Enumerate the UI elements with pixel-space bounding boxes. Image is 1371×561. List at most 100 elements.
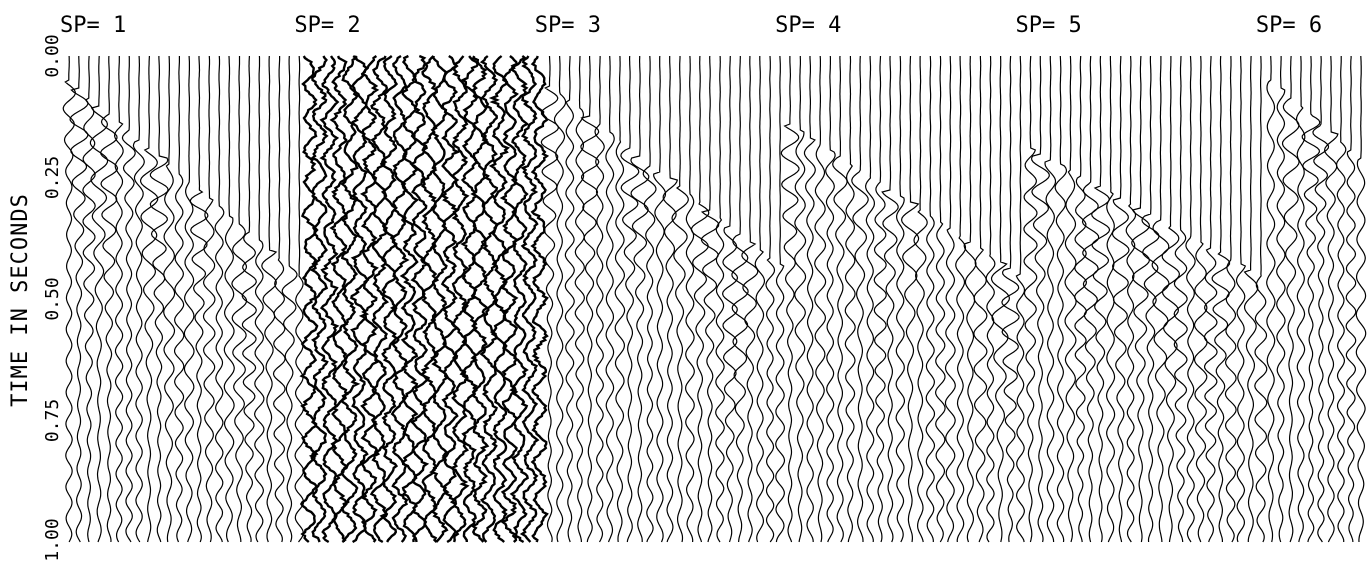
seismic-trace — [261, 55, 278, 543]
seismic-trace — [765, 55, 776, 543]
seismic-trace — [825, 55, 836, 543]
seismic-trace — [1254, 55, 1268, 543]
seismic-trace — [881, 55, 899, 543]
y-tick-label: 1.00 — [42, 518, 63, 561]
seismic-trace — [1203, 56, 1218, 543]
seismic-trace — [440, 54, 461, 544]
seismic-trace — [985, 55, 996, 543]
seismic-trace — [721, 55, 739, 543]
seismic-trace — [630, 56, 650, 542]
seismic-trace — [895, 55, 906, 543]
seismic-trace — [605, 55, 615, 543]
y-tick-label: 0.00 — [42, 34, 63, 77]
seismic-trace — [459, 55, 480, 543]
seismic-trace — [794, 56, 807, 543]
seismic-trace — [594, 56, 605, 543]
shot-point-labels: SP= 1 SP= 2 SP= 3 SP= 4 SP= 5 SP= 6 — [60, 13, 1322, 38]
seismic-trace — [1091, 55, 1111, 543]
seismic-trace — [132, 55, 145, 543]
y-tick-label: 0.25 — [42, 156, 63, 199]
seismic-trace — [1074, 55, 1088, 543]
seismic-trace — [700, 55, 720, 543]
seismic-trace — [580, 56, 600, 543]
shot-point-label: SP= 4 — [775, 13, 841, 38]
time-axis: TIME IN SECONDS 0.00 0.25 0.50 0.75 1.00 — [8, 34, 63, 561]
seismic-trace — [540, 55, 560, 543]
seismic-trace — [1224, 56, 1237, 543]
seismic-trace — [684, 55, 695, 543]
seismic-trace — [214, 55, 225, 543]
seismic-trace — [690, 55, 710, 543]
seismic-trace — [873, 55, 887, 543]
seismic-trace — [803, 56, 816, 543]
seismic-trace — [519, 55, 540, 543]
seismic-trace — [189, 56, 209, 543]
seismic-trace — [82, 55, 96, 543]
seismic-trace — [163, 55, 176, 543]
seismic-trace — [369, 55, 390, 544]
seismic-trace — [1185, 55, 1196, 543]
seismic-trace — [775, 55, 786, 543]
seismic-trace — [1281, 55, 1300, 543]
seismic-trace — [149, 56, 169, 543]
seismic-trace — [1243, 55, 1259, 542]
seismic-trace — [299, 55, 319, 543]
seismic-trace — [183, 55, 195, 543]
seismic-trace — [253, 55, 265, 543]
seismic-trace — [389, 54, 410, 543]
seismic-trace — [1323, 55, 1339, 543]
shot-point-label: SP= 1 — [60, 13, 126, 38]
seismic-trace — [1235, 56, 1247, 543]
shot-point-label: SP= 2 — [294, 13, 360, 38]
seismic-trace — [100, 55, 119, 543]
seismic-trace — [488, 55, 511, 543]
seismic-trace — [851, 55, 869, 542]
seismic-trace — [409, 54, 431, 543]
seismic-trace — [780, 56, 800, 543]
seismic-trace — [1081, 55, 1100, 543]
seismic-trace — [990, 56, 1011, 543]
seismic-trace — [1173, 55, 1188, 543]
seismic-trace — [925, 55, 936, 542]
seismic-trace — [1193, 55, 1208, 543]
seismic-trace — [1345, 56, 1357, 543]
seismic-trace — [449, 55, 470, 543]
seismic-trace — [754, 56, 765, 543]
seismic-trace — [1015, 56, 1026, 543]
seismic-trace — [499, 55, 520, 543]
seismic-trace — [319, 55, 340, 544]
shot-point-label: SP= 6 — [1256, 13, 1322, 38]
seismic-trace — [844, 56, 856, 543]
shot-point-label: SP= 3 — [535, 13, 601, 38]
seismic-trace — [1054, 55, 1068, 543]
seismic-trace — [1266, 55, 1276, 543]
seismic-trace — [814, 55, 827, 543]
seismic-trace — [420, 55, 440, 543]
seismic-trace — [139, 55, 159, 543]
seismic-trace — [620, 55, 640, 543]
seismic-trace — [358, 55, 380, 543]
seismic-trace — [1131, 55, 1151, 543]
seismic-trace — [69, 56, 89, 543]
seismic-trace — [1161, 56, 1181, 543]
seismic-trace — [1064, 55, 1077, 543]
seismic-trace — [308, 55, 329, 543]
seismic-trace — [62, 55, 76, 543]
seismic-trace — [1151, 56, 1170, 543]
y-tick-label: 0.75 — [42, 399, 63, 442]
seismic-trace — [662, 56, 679, 543]
seismic-trace — [614, 55, 626, 543]
seismic-trace — [1355, 55, 1367, 543]
seismic-trace — [913, 55, 928, 543]
shot-point-label: SP= 5 — [1015, 13, 1081, 38]
seismic-trace — [1296, 55, 1306, 543]
seismic-trace — [1044, 56, 1057, 543]
seismic-trace — [832, 55, 848, 543]
seismic-trace — [671, 56, 689, 543]
seismic-trace — [202, 55, 216, 543]
seismic-trace — [1211, 55, 1231, 542]
seismic-trace — [1276, 56, 1286, 543]
seismic-trace — [1023, 55, 1038, 543]
axis-title-time: TIME IN SECONDS — [8, 193, 33, 407]
